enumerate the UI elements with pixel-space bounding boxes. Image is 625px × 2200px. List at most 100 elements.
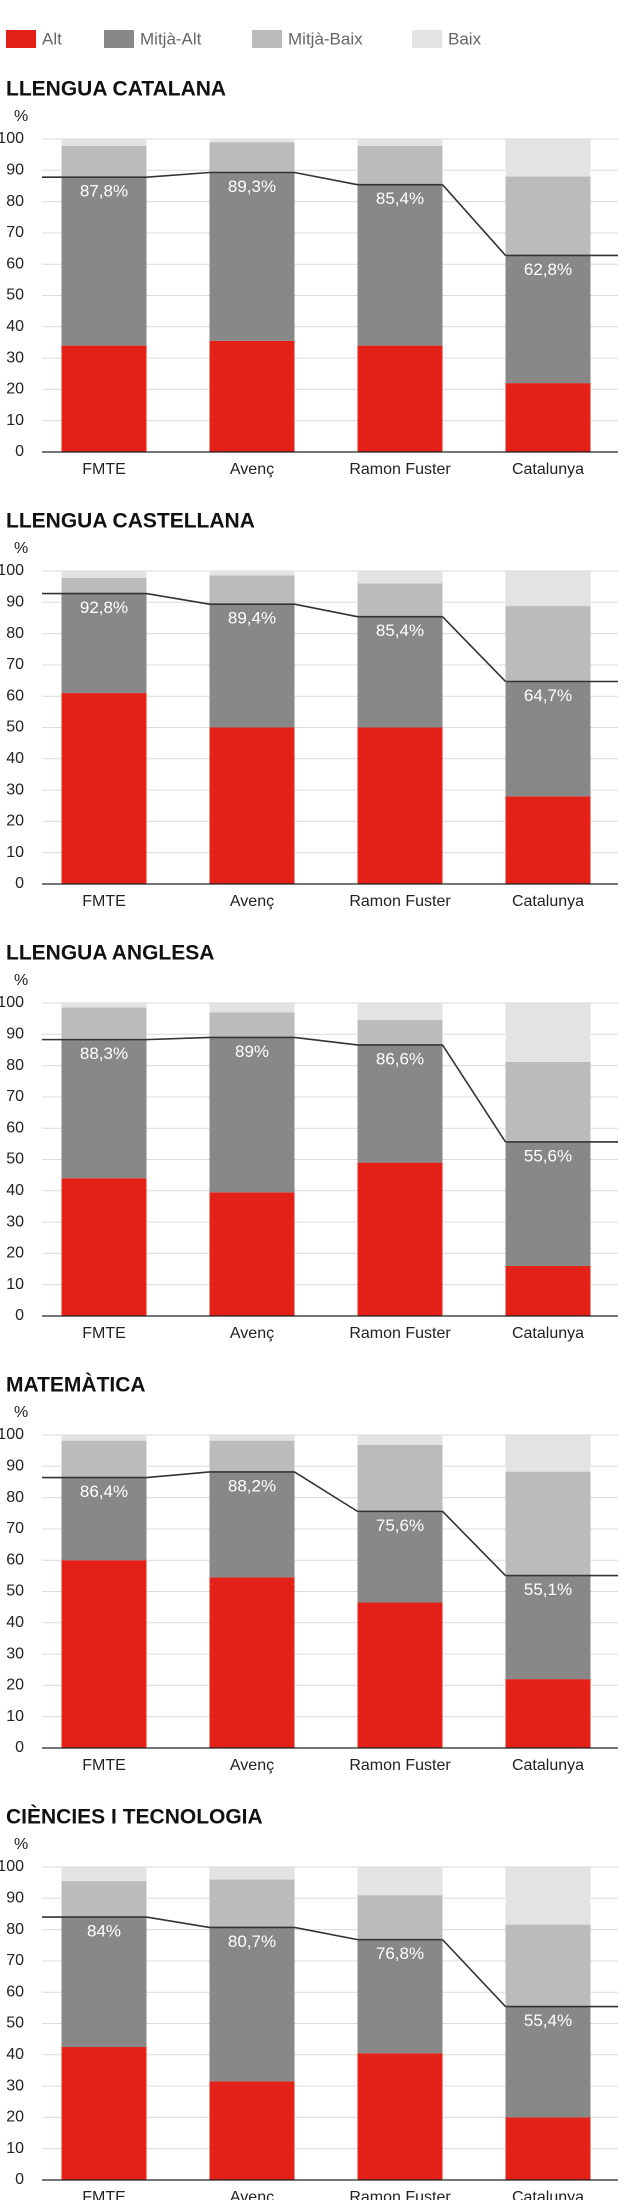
- y-tick-label: 20: [6, 2109, 24, 2126]
- value-label: 88,2%: [228, 1476, 276, 1495]
- bar-segment: [209, 1012, 295, 1038]
- y-tick-label: 70: [6, 1520, 24, 1537]
- y-tick-label: 30: [6, 1645, 24, 1662]
- x-tick-label: Ramon Fuster: [349, 461, 451, 478]
- bar-segment: [61, 1440, 147, 1478]
- bar-segment: [357, 345, 443, 452]
- y-tick-label: 40: [6, 1614, 24, 1631]
- value-label: 85,4%: [376, 189, 424, 208]
- y-tick-label: 10: [6, 1276, 24, 1293]
- chart-title: LLENGUA ANGLESA: [6, 942, 214, 965]
- bar-segment: [61, 2046, 147, 2180]
- y-tick-label: 50: [6, 1151, 24, 1168]
- bar-segment: [505, 1061, 591, 1142]
- x-tick-label: Ramon Fuster: [349, 1325, 451, 1342]
- line-connector: [441, 1939, 507, 2008]
- x-tick-label: Catalunya: [512, 893, 584, 910]
- line-connector: [146, 171, 210, 178]
- bar-segment: [209, 340, 295, 452]
- bar-segment: [357, 616, 443, 728]
- bar-segment: [505, 571, 591, 607]
- bar-segment: [357, 1444, 443, 1512]
- value-label: 88,3%: [80, 1044, 128, 1063]
- y-tick-label: 10: [6, 2140, 24, 2157]
- bar-segment: [209, 1037, 295, 1193]
- line-connector: [441, 616, 507, 683]
- y-tick-label: 30: [6, 781, 24, 798]
- bar-segment: [61, 139, 147, 146]
- y-tick-label: 80: [6, 625, 24, 642]
- x-tick-label: Ramon Fuster: [349, 2189, 451, 2200]
- bar-segment: [505, 139, 591, 177]
- value-label: 80,7%: [228, 1932, 276, 1951]
- y-tick-label: 100: [0, 1426, 24, 1443]
- value-label: 89,4%: [228, 609, 276, 628]
- line-connector: [146, 1471, 210, 1479]
- value-label: 55,4%: [524, 2011, 572, 2030]
- bar-segment: [209, 2081, 295, 2180]
- bar-segment: [357, 1867, 443, 1896]
- y-tick-label: 10: [6, 412, 24, 429]
- bar-segment: [61, 1003, 147, 1008]
- y-tick-label: 80: [6, 1489, 24, 1506]
- y-tick-label: 50: [6, 287, 24, 304]
- y-axis-label: %: [14, 108, 28, 125]
- bar-segment: [61, 345, 147, 452]
- bar-segment: [357, 1435, 443, 1445]
- y-tick-label: 60: [6, 687, 24, 704]
- line-connector: [294, 603, 358, 618]
- bar-segment: [209, 1440, 295, 1472]
- value-label: 89%: [235, 1042, 269, 1061]
- bar-segment: [209, 1192, 295, 1316]
- line-connector: [294, 1036, 358, 1046]
- bar-segment: [209, 1577, 295, 1748]
- value-label: 55,6%: [524, 1146, 572, 1165]
- y-tick-label: 80: [6, 1057, 24, 1074]
- y-tick-label: 20: [6, 381, 24, 398]
- y-tick-label: 80: [6, 193, 24, 210]
- x-tick-label: Avenç: [230, 1325, 274, 1342]
- bar-segment: [357, 571, 443, 584]
- bar-segment: [209, 1471, 295, 1578]
- chart-title: CIÈNCIES I TECNOLOGIA: [6, 1806, 263, 1829]
- y-tick-label: 90: [6, 1026, 24, 1043]
- bar-segment: [505, 1471, 591, 1576]
- bar-segment: [209, 727, 295, 884]
- bar-segment: [209, 1879, 295, 1928]
- y-tick-label: 50: [6, 1583, 24, 1600]
- line-connector: [294, 171, 358, 186]
- legend-swatch: [104, 30, 134, 48]
- bar-segment: [209, 1003, 295, 1013]
- legend-swatch: [252, 30, 282, 48]
- x-tick-label: Catalunya: [512, 2189, 584, 2200]
- y-tick-label: 30: [6, 1213, 24, 1230]
- y-tick-label: 0: [15, 1307, 24, 1324]
- bar-segment: [61, 1007, 147, 1040]
- x-tick-label: Avenç: [230, 893, 274, 910]
- y-tick-label: 20: [6, 1245, 24, 1262]
- bar-segment: [357, 727, 443, 884]
- bar-segment: [61, 1881, 147, 1918]
- value-label: 64,7%: [524, 686, 572, 705]
- bar-segment: [357, 184, 443, 346]
- bar-segment: [505, 1141, 591, 1266]
- y-tick-label: 60: [6, 1551, 24, 1568]
- x-tick-label: Catalunya: [512, 1757, 584, 1774]
- bar-segment: [505, 1924, 591, 2007]
- x-tick-label: FMTE: [82, 893, 126, 910]
- legend-label: Alt: [42, 29, 62, 48]
- value-label: 89,3%: [228, 177, 276, 196]
- bar-segment: [209, 1927, 295, 2082]
- bar-segment: [505, 255, 591, 384]
- y-tick-label: 30: [6, 2077, 24, 2094]
- y-tick-label: 10: [6, 844, 24, 861]
- x-tick-label: FMTE: [82, 1325, 126, 1342]
- y-tick-label: 50: [6, 719, 24, 736]
- x-tick-label: FMTE: [82, 2189, 126, 2200]
- x-tick-label: Avenç: [230, 1757, 274, 1774]
- y-axis-label: %: [14, 540, 28, 557]
- line-connector: [294, 1471, 358, 1513]
- value-label: 84%: [87, 1922, 121, 1941]
